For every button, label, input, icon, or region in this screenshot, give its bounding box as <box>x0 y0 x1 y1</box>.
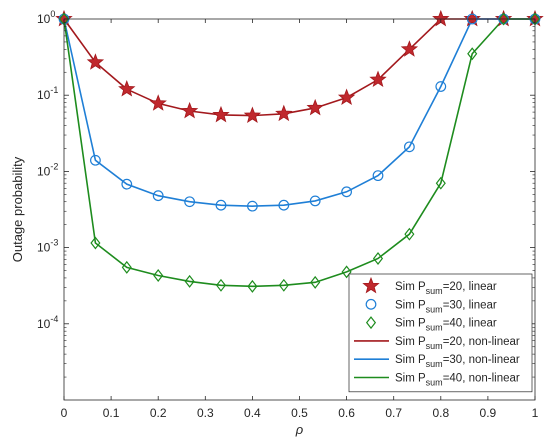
data-point <box>212 105 230 123</box>
data-point <box>310 275 321 289</box>
x-tick-label: 0.1 <box>103 406 120 420</box>
data-point <box>275 104 293 122</box>
data-point <box>494 9 513 27</box>
data-point <box>121 178 133 190</box>
series-line <box>63 18 535 207</box>
data-point <box>152 190 164 202</box>
y-tick-label: 10-1 <box>37 85 58 102</box>
legend-entry: Sim Psum=30, non-linear <box>395 354 520 369</box>
data-point <box>400 40 419 57</box>
x-tick-label: 0.8 <box>432 406 449 420</box>
data-point <box>90 154 101 166</box>
data-point <box>278 278 289 292</box>
legend-entry: Sim Psum=40, non-linear <box>395 373 520 388</box>
data-point <box>337 88 356 105</box>
data-point <box>153 269 164 283</box>
data-point <box>247 279 258 293</box>
data-point <box>180 101 199 119</box>
data-point <box>215 199 227 211</box>
legend-marker <box>365 316 377 330</box>
x-tick-label: 0 <box>61 406 68 420</box>
y-tick-label: 10-2 <box>37 161 58 178</box>
y-tick-label: 100 <box>37 9 55 26</box>
x-tick-label: 0.3 <box>197 406 214 420</box>
x-tick-label: 0.2 <box>150 406 167 420</box>
x-tick-label: 0.6 <box>338 406 355 420</box>
x-tick-label: 0.7 <box>385 406 402 420</box>
data-point <box>118 80 136 97</box>
legend-entry: Sim Psum=20, linear <box>395 281 497 296</box>
data-point <box>306 98 324 116</box>
legend-entry: Sim Psum=40, linear <box>395 318 497 333</box>
data-point <box>341 186 353 198</box>
legend-box <box>348 273 533 393</box>
data-point <box>369 70 387 88</box>
data-point <box>435 176 446 190</box>
x-tick-label: 1 <box>532 406 539 420</box>
x-tick-label: 0.5 <box>291 406 308 420</box>
y-axis: 100 10-1 10-2 10-3 10-4 <box>37 9 535 378</box>
data-point <box>149 94 167 111</box>
data-point <box>435 81 447 92</box>
series-line <box>63 18 535 288</box>
data-point <box>278 199 290 211</box>
legend: Sim Psum=20, linear Sim Psum=30, linear Si… <box>348 273 533 393</box>
data-point <box>184 274 195 288</box>
legend-marker <box>362 276 380 294</box>
legend-marker <box>365 298 377 310</box>
legend-entry: Sim Psum=20, non-linear <box>395 336 520 351</box>
data-point <box>215 278 227 292</box>
data-point <box>372 251 384 265</box>
data-point <box>498 12 509 26</box>
data-point <box>463 9 481 27</box>
x-tick-label: 0.4 <box>244 406 261 420</box>
data-point <box>121 260 132 274</box>
data-point <box>403 141 415 153</box>
x-axis: 0 0.1 0.2 0.3 0.4 0.5 0.6 0.7 0.8 0.9 1 <box>61 19 539 420</box>
data-point <box>309 195 321 207</box>
legend-entry: Sim Psum=30, linear <box>395 299 497 314</box>
data-point <box>404 227 415 241</box>
data-point <box>243 106 262 123</box>
data-point <box>184 196 196 208</box>
data-point <box>341 265 352 279</box>
y-tick-label: 10-3 <box>37 238 58 255</box>
data-point <box>467 47 478 61</box>
data-point <box>86 53 105 70</box>
data-point <box>246 200 258 212</box>
x-tick-label: 0.9 <box>480 406 497 420</box>
x-axis-label: ρ <box>295 422 304 437</box>
data-point <box>90 236 101 250</box>
y-axis-label: Outage probability <box>10 156 25 262</box>
y-tick-label: 10-4 <box>37 314 58 331</box>
data-point <box>372 170 384 182</box>
